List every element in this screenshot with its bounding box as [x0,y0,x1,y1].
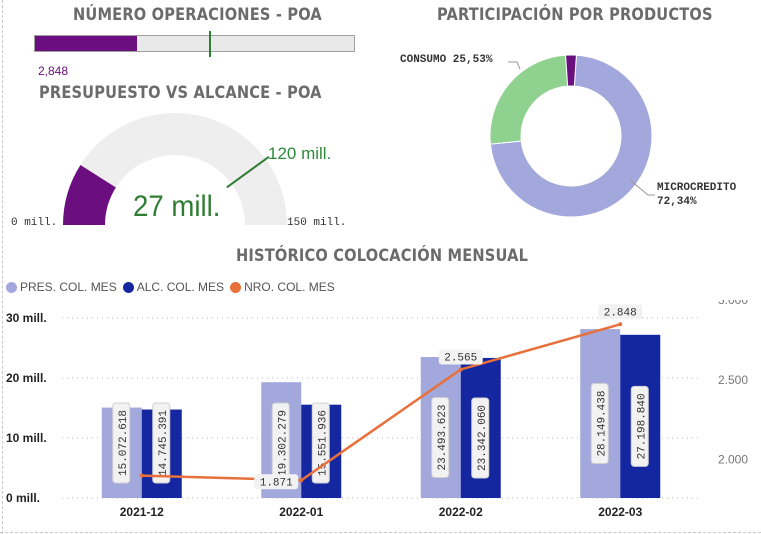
legend-label: PRES. COL. MES [20,280,117,294]
legend-label: NRO. COL. MES [244,280,335,294]
micro-leader-line [629,179,655,196]
gauge-center-value: 27 mill. [133,190,221,223]
bar-label-text: 23.493.623 [437,405,449,471]
line-point [458,367,463,372]
bar-label-box [112,402,131,484]
bar-label-text: 15.551.936 [317,410,329,476]
consumo-label: CONSUMO 25,53% [400,54,493,66]
historico-chart[interactable]: 0 mill. 10 mill. 20 mill. 30 mill. 2.000 2.50… [0,300,761,530]
donut-slice-otros [565,54,577,87]
divider-vertical [2,0,3,534]
donut-slice-microcredito [489,54,653,218]
bar-label-text: 28.149.438 [596,391,608,457]
historico-title: HISTÓRICO COLOCACIÓN MENSUAL [236,246,529,266]
line-nro-col [141,323,621,482]
legend-dot-icon [230,281,242,293]
y-left-tick-label: 0 mill. [6,491,40,505]
line-label-box [438,349,483,365]
operaciones-target-marker [208,31,211,57]
bar-label-box [431,397,450,479]
microcredito-label: MICROCREDITO 72,34% [657,181,736,209]
bar-label-text: 23.342.060 [477,405,489,471]
x-tick-label: 2022-01 [279,505,323,519]
legend-label: ALC. COL. MES [136,280,225,294]
bar-label-box [630,385,649,467]
gauge-track [63,113,287,225]
gauge-min-label: 0 mill. [11,217,58,229]
divider-horizontal [0,532,761,533]
operaciones-value: 2,848 [38,64,69,78]
bar-data-label: 19.302.279 [271,402,290,484]
presupuesto-gauge[interactable] [0,105,380,235]
line-point [139,473,144,478]
donut-slice-consumo [489,54,569,145]
line-point [299,478,304,483]
legend-dot-icon [6,281,17,293]
participacion-donut[interactable] [380,30,761,230]
line-data-label: 2.565 [444,352,477,364]
legend-item-nro[interactable]: NRO. COL. MES [230,280,335,294]
x-tick-label: 2021-12 [120,505,164,519]
bar-data-label: 23.342.060 [471,397,490,479]
y-left-tick-label: 10 mill. [6,431,47,445]
bar-label-box [471,397,490,479]
bar-label-box [590,383,609,465]
operaciones-progress-fill [35,36,137,51]
x-tick-label: 2022-03 [598,505,642,519]
bar-data-label: 23.493.623 [431,397,450,479]
microcredito-label-name: MICROCREDITO [657,182,737,194]
y-right-tick-label: 2.000 [718,453,748,467]
gauge-max-label: 150 mill. [287,217,347,229]
bar-data-label: 15.072.618 [112,402,131,484]
line-label-box [254,474,299,490]
microcredito-label-value: 72,34% [657,196,697,208]
bar-label-text: 14.745.391 [158,410,170,476]
x-tick-label: 2022-02 [439,505,483,519]
legend-dot-icon [122,281,134,293]
numero-operaciones-title: NÚMERO OPERACIONES - POA [73,5,322,25]
legend-item-pres[interactable]: PRES. COL. MES [6,280,117,294]
y-right-tick-label: 3.000 [718,300,748,307]
line-label-box [598,304,643,320]
line-data-label: 1.871 [260,477,293,489]
bar-data-label: 28.149.438 [590,383,609,465]
participacion-title: PARTICIPACIÓN POR PRODUCTOS [437,5,713,25]
gauge-fill [63,164,116,225]
y-left-tick-label: 20 mill. [6,371,47,385]
line-point [618,322,623,327]
bar-data-label: 27.198.840 [630,385,649,467]
bar-label-box [152,402,171,484]
bar-label-text: 15.072.618 [118,410,130,476]
bar-label-text: 27.198.840 [636,393,648,459]
historico-legend: PRES. COL. MES ALC. COL. MES NRO. COL. M… [6,280,341,294]
legend-item-alc[interactable]: ALC. COL. MES [122,280,225,294]
presupuesto-title: PRESUPUESTO VS ALCANCE - POA [39,83,322,103]
consumo-leader-line [508,61,521,70]
y-right-tick-label: 2.500 [718,373,748,387]
gauge-target-marker [226,156,270,189]
bar-data-label: 14.745.391 [152,402,171,484]
gauge-target-label: 120 mill. [268,144,332,163]
bar-label-text: 19.302.279 [277,410,289,476]
y-left-tick-label: 30 mill. [6,311,47,325]
operaciones-progress-bar[interactable] [34,35,355,52]
line-data-label: 2.848 [604,307,637,319]
